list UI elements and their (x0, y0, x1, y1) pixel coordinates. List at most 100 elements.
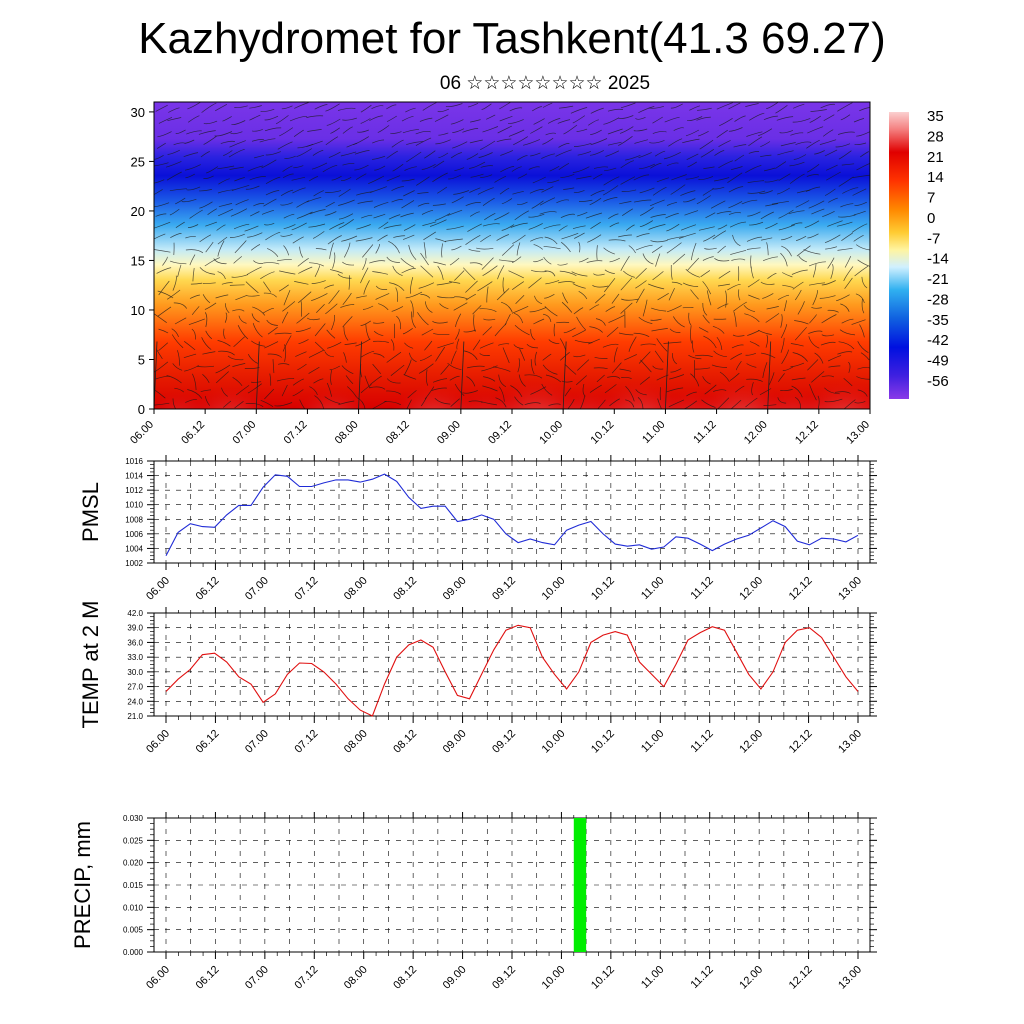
wind-streamline (766, 306, 779, 310)
wind-streamline (338, 219, 354, 229)
wind-streamline (743, 305, 756, 313)
pmsl-x-tick-label: 10.00 (540, 575, 568, 603)
wind-streamline (760, 281, 775, 285)
wind-streamline (368, 175, 385, 185)
wind-streamline (157, 306, 172, 317)
wind-streamline (369, 115, 383, 121)
temp-y-tick-label: 33.0 (127, 653, 143, 662)
wind-streamline (590, 221, 601, 229)
wind-streamline (618, 234, 632, 238)
wind-streamline (246, 232, 263, 238)
precip-y-tick-label: 0.005 (123, 926, 144, 935)
wind-streamline (436, 282, 452, 286)
wind-streamline (251, 139, 264, 142)
wind-streamline (378, 221, 389, 229)
wind-streamline (545, 132, 556, 136)
wind-streamline (765, 222, 778, 229)
wind-streamline (767, 273, 777, 279)
wind-streamline (267, 326, 278, 335)
wind-streamline (826, 171, 841, 181)
wind-streamline (310, 293, 328, 302)
wind-streamline (325, 136, 339, 146)
wind-streamline (433, 160, 445, 169)
wind-streamline (420, 252, 429, 266)
wind-streamline (441, 243, 443, 258)
wind-streamline (238, 315, 247, 324)
wind-streamline (247, 354, 258, 364)
wind-streamline (573, 307, 584, 315)
wind-streamline (315, 248, 327, 251)
wind-streamline (854, 401, 866, 404)
wind-streamline (234, 177, 245, 182)
wind-streamline (306, 317, 320, 321)
wind-streamline (233, 336, 245, 348)
wind-streamline (636, 233, 650, 238)
wind-streamline (502, 347, 510, 364)
wind-streamline (486, 286, 489, 303)
wind-streamline (733, 301, 747, 312)
wind-streamline (328, 151, 341, 158)
wind-streamline (851, 319, 866, 325)
heatmap-y-tick-label: 10 (131, 303, 145, 318)
wind-streamline (649, 199, 665, 207)
wind-streamline (454, 167, 465, 172)
wind-streamline (766, 102, 778, 109)
wind-streamline (669, 328, 681, 333)
wind-streamline (291, 176, 306, 181)
wind-streamline (404, 166, 417, 171)
wind-streamline (215, 371, 229, 384)
colorbar-label: 21 (927, 149, 944, 166)
wind-streamline (496, 138, 512, 143)
wind-streamline (223, 328, 226, 340)
wind-streamline (450, 350, 457, 365)
wind-streamline (508, 119, 524, 124)
wind-streamline (340, 151, 357, 157)
wind-streamline (835, 143, 851, 148)
wind-streamline (760, 141, 771, 148)
wind-streamline (249, 105, 262, 109)
wind-streamline (789, 161, 805, 167)
wind-streamline (624, 154, 641, 161)
wind-streamline (563, 327, 576, 334)
wind-streamline (570, 107, 588, 114)
wind-streamline (469, 262, 483, 266)
wind-streamline (561, 380, 573, 383)
wind-streamline (420, 294, 431, 299)
wind-streamline (713, 389, 727, 392)
wind-streamline (607, 141, 622, 146)
wind-streamline (345, 375, 354, 385)
wind-streamline (165, 161, 182, 168)
wind-streamline (389, 282, 405, 291)
wind-streamline (654, 150, 666, 157)
wind-streamline (391, 199, 403, 203)
wind-streamline (824, 188, 836, 196)
wind-streamline (465, 234, 481, 245)
wind-streamline (422, 221, 437, 226)
wind-streamline (765, 313, 780, 323)
wind-streamline (623, 270, 635, 278)
wind-streamline (411, 311, 417, 329)
heatmap-y-axis: 0 5 10 15 20 25 30 (131, 105, 154, 417)
wind-streamline (342, 316, 353, 328)
wind-streamline (234, 105, 248, 108)
wind-streamline (435, 346, 446, 362)
wind-streamline (314, 104, 328, 110)
wind-streamline (429, 219, 447, 227)
wind-streamline (205, 241, 214, 253)
wind-streamline (678, 232, 696, 239)
wind-streamline (215, 103, 228, 112)
wind-streamline (605, 150, 620, 157)
wind-streamline (748, 151, 760, 154)
wind-streamline (541, 186, 554, 193)
wind-streamline (235, 385, 250, 396)
wind-streamline (308, 176, 319, 182)
wind-streamline (260, 108, 275, 112)
wind-streamline (594, 356, 608, 359)
wind-streamline (326, 329, 336, 339)
wind-streamline (571, 271, 588, 277)
wind-streamline (266, 319, 278, 326)
wind-streamline (836, 221, 853, 227)
wind-streamline (472, 305, 482, 315)
wind-streamline (388, 214, 401, 220)
wind-streamline (650, 214, 666, 218)
